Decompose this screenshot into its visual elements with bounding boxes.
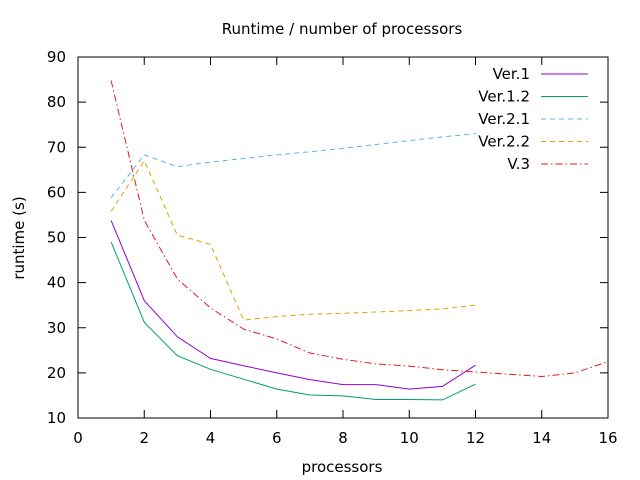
legend-label: Ver.1	[493, 65, 530, 83]
legend-label: Ver.2.1	[478, 110, 530, 128]
x-tick-label: 6	[272, 429, 282, 447]
y-tick-label: 30	[47, 319, 66, 337]
x-tick-label: 16	[598, 429, 617, 447]
y-tick-label: 20	[47, 364, 66, 382]
series-line-ver-2-1	[110, 133, 476, 199]
y-tick-label: 80	[47, 93, 66, 111]
x-tick-label: 8	[338, 429, 348, 447]
legend-label: V.3	[507, 155, 530, 173]
legend: Ver.1 Ver.1.2 Ver.2.1 Ver.2.2 V.3	[478, 65, 588, 173]
x-tick-label: 0	[73, 429, 83, 447]
y-tick-label: 50	[47, 229, 66, 247]
x-tick-label: 14	[532, 429, 551, 447]
legend-label: Ver.1.2	[478, 88, 530, 106]
axes: 0 2 4 6 8 10 12 14 16 10 20 30 40 50 60 70 80 90	[47, 48, 618, 447]
series-line-ver-1-2	[110, 241, 476, 401]
x-tick-label: 10	[400, 429, 419, 447]
y-axis-label: runtime (s)	[10, 196, 28, 279]
series-layer	[110, 80, 609, 401]
x-tick-label: 4	[206, 429, 216, 447]
y-tick-label: 10	[47, 409, 66, 427]
y-tick-label: 70	[47, 138, 66, 156]
series-line-ver-2-2	[110, 159, 476, 321]
legend-label: Ver.2.2	[478, 133, 530, 151]
series-line-ver-1	[110, 220, 476, 390]
x-tick-label: 2	[139, 429, 149, 447]
y-tick-label: 60	[47, 183, 66, 201]
chart-title: Runtime / number of processors	[222, 20, 463, 38]
x-tick-label: 12	[466, 429, 485, 447]
y-tick-label: 90	[47, 48, 66, 66]
y-tick-label: 40	[47, 274, 66, 292]
x-axis-label: processors	[302, 458, 383, 476]
series-line-v-3	[110, 80, 609, 378]
